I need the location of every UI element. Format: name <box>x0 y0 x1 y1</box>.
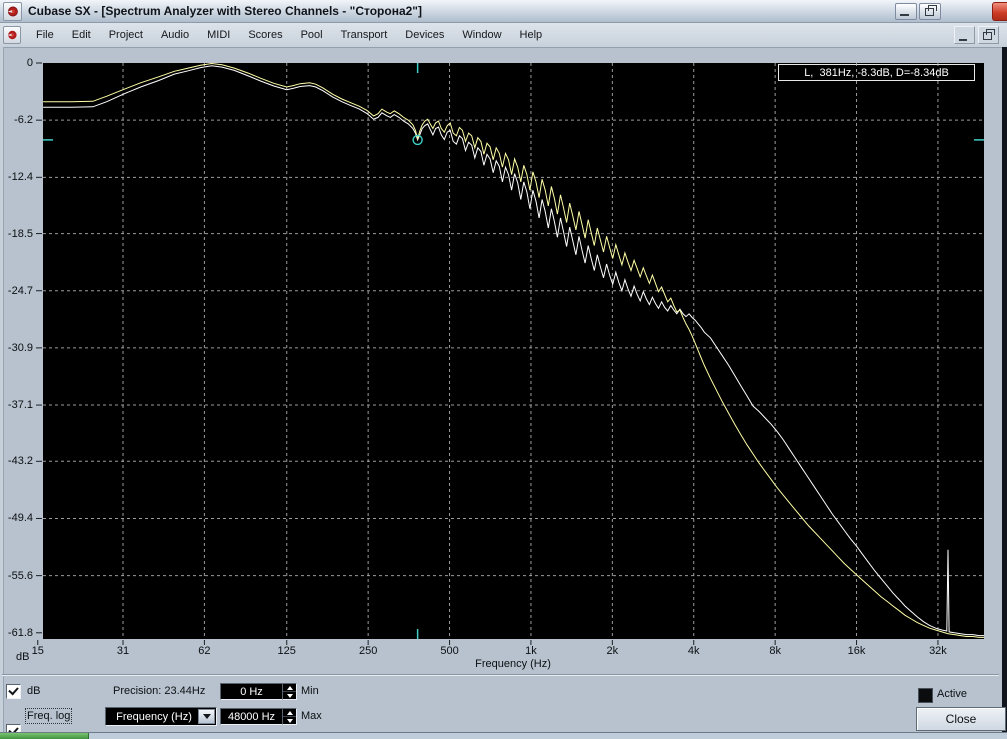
x-tick-label: 31 <box>116 645 130 657</box>
taskbar-edge <box>0 732 1007 733</box>
scale-select-value: Frequency (Hz) <box>116 710 192 723</box>
stepper-down-icon[interactable] <box>283 717 296 724</box>
menu-edit[interactable]: Edit <box>71 29 91 41</box>
min-label: Min <box>301 685 319 697</box>
window-left-border <box>0 47 4 733</box>
minimize-button[interactable] <box>895 3 917 20</box>
x-tick-label: 125 <box>277 645 296 657</box>
x-tick-label: 62 <box>198 645 211 657</box>
y-tick-label: -43.2 <box>7 455 33 468</box>
chevron-down-icon <box>202 714 211 719</box>
stepper-up-icon[interactable] <box>283 684 296 692</box>
minimize-icon <box>959 39 967 41</box>
max-label: Max <box>301 710 322 722</box>
title-bar: Cubase SX - [Spectrum Analyzer with Ster… <box>0 0 1007 23</box>
menu-transport[interactable]: Transport <box>340 29 388 41</box>
taskbar-strip <box>0 733 1007 739</box>
mdi-minimize-button[interactable] <box>954 26 975 44</box>
x-tick-label: 16k <box>847 645 866 657</box>
menu-devices[interactable]: Devices <box>405 29 445 41</box>
y-tick-label: -6.2 <box>14 114 33 127</box>
active-label: Active <box>937 688 967 700</box>
y-tick-label: -12.4 <box>7 171 33 184</box>
y-tick-label: -49.4 <box>7 512 33 525</box>
max-frequency-input[interactable]: 48000 Hz <box>220 708 283 725</box>
stepper-down-icon[interactable] <box>283 692 296 699</box>
check-icon <box>8 684 19 696</box>
precision-label: Precision: 23.44Hz <box>113 685 206 697</box>
db-axis-label: dB <box>16 651 30 663</box>
menu-audio[interactable]: Audio <box>160 29 190 41</box>
x-tick-label: 2k <box>606 645 619 657</box>
menu-help[interactable]: Help <box>519 29 543 41</box>
menu-bar: File Edit Project Audio MIDI Scores Pool… <box>0 23 1007 48</box>
restore-icon <box>925 5 937 16</box>
cubase-icon <box>3 1 22 21</box>
y-tick-label: -55.6 <box>7 569 33 582</box>
y-tick-label: -30.9 <box>7 341 33 354</box>
stepper-up-icon[interactable] <box>283 709 296 717</box>
x-axis-title: Frequency (Hz) <box>475 658 551 670</box>
cubase-logo-glyph <box>7 6 18 16</box>
mdi-child-icon <box>3 26 21 44</box>
freq-log-checkbox-label[interactable]: Freq. log <box>24 708 73 724</box>
menu-project[interactable]: Project <box>108 29 143 41</box>
y-tick-label: -61.8 <box>7 626 33 639</box>
y-tick-label: -24.7 <box>7 284 33 297</box>
mdi-restore-button[interactable] <box>978 26 999 44</box>
x-tick-label: 4k <box>687 645 700 657</box>
close-button[interactable] <box>992 2 1007 21</box>
close-panel-button[interactable]: Close <box>916 707 1006 731</box>
min-frequency-stepper[interactable] <box>282 683 297 700</box>
x-tick-label: 1k <box>525 645 537 657</box>
minimize-icon <box>900 14 909 16</box>
y-tick-label: -18.5 <box>7 227 33 240</box>
restore-button[interactable] <box>919 3 941 20</box>
x-tick-label: 500 <box>440 645 459 657</box>
x-tick-label: 32k <box>929 645 947 657</box>
spectrum-plot-canvas[interactable] <box>43 63 984 639</box>
y-tick-label: 0 <box>26 57 33 69</box>
window-title: Cubase SX - [Spectrum Analyzer with Ster… <box>28 4 422 18</box>
dropdown-button[interactable] <box>198 709 215 724</box>
panel-divider <box>2 674 999 676</box>
min-frequency-input[interactable]: 0 Hz <box>220 683 283 700</box>
x-tick-label: 8k <box>769 645 781 657</box>
cursor-readout: L, 381Hz, -8.3dB, D=-8.34dB <box>778 64 975 81</box>
y-tick-label: -37.1 <box>7 399 33 412</box>
scale-select[interactable]: Frequency (Hz) <box>105 707 217 726</box>
db-checkbox-label[interactable]: dB <box>27 685 41 697</box>
cubase-logo-glyph <box>7 30 17 40</box>
active-toggle[interactable] <box>918 688 933 703</box>
restore-icon <box>983 29 995 40</box>
menu-midi[interactable]: MIDI <box>207 29 231 41</box>
menu-pool[interactable]: Pool <box>300 29 323 41</box>
menu-scores[interactable]: Scores <box>248 29 283 41</box>
x-tick-label: 250 <box>358 645 378 657</box>
x-tick-label: 15 <box>31 645 44 657</box>
db-checkbox[interactable] <box>6 684 21 699</box>
background-window-strip <box>1002 47 1007 733</box>
start-button-fragment[interactable] <box>0 733 89 739</box>
max-frequency-stepper[interactable] <box>282 708 297 725</box>
menu-window[interactable]: Window <box>462 29 502 41</box>
menu-file[interactable]: File <box>36 29 54 41</box>
